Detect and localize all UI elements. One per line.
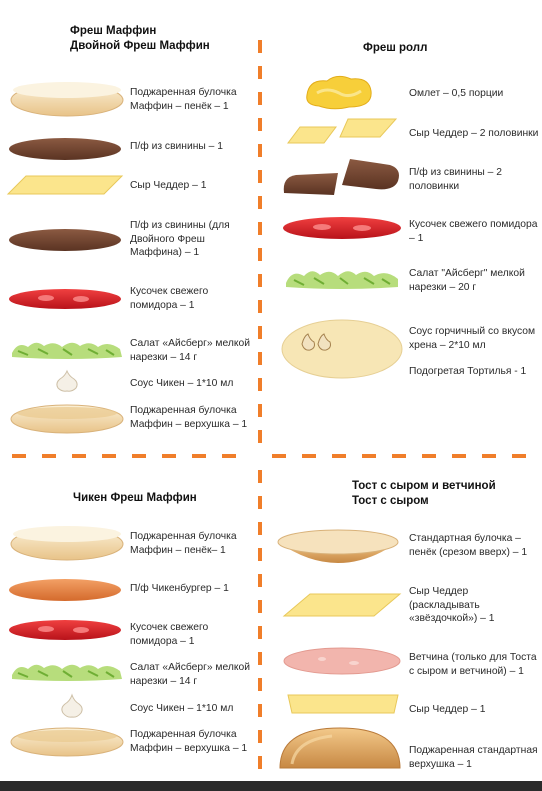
section-title: Фреш ролл xyxy=(363,42,428,54)
ingredient-label: Соус Чикен – 1*10 мл xyxy=(130,703,234,714)
ingredient-label: Салат "Айсберг" мелкой нарезки – 20 г xyxy=(409,268,525,293)
pork-patty-icon xyxy=(9,138,121,160)
section-subtitle: Двойной Фреш Маффин xyxy=(70,40,210,52)
lettuce-icon xyxy=(12,664,122,681)
tortilla-with-sauce-icon xyxy=(281,319,403,379)
ingredient-label: Салат «Айсберг» мелкой нарезки – 14 г xyxy=(130,662,251,687)
cheddar-halves-icon xyxy=(287,118,398,144)
section-title: Чикен Фреш Маффин xyxy=(73,492,197,504)
ingredient-label: Кусочек свежего помидора – 1 xyxy=(130,622,209,647)
ingredient-label: Стандартная булочка – пенёк (срезом ввер… xyxy=(409,533,528,558)
ingredient-label: П/ф Чикенбургер – 1 xyxy=(130,583,229,594)
lettuce-icon xyxy=(286,271,398,289)
sauce-dollop-icon xyxy=(61,693,83,718)
bun-crown-icon xyxy=(279,727,401,769)
ingredient-label: П/ф из свинины – 2 половинки xyxy=(409,167,502,192)
chicken-patty-icon xyxy=(9,579,121,601)
cheddar-diamond-icon xyxy=(282,593,402,617)
ingredient-label: Ветчина (только для Тоста с сыром и ветч… xyxy=(409,652,537,677)
muffin-bottom-icon xyxy=(10,526,124,561)
muffin-top-icon xyxy=(10,727,124,757)
ingredient-label: Поджаренная булочка Маффин – пенёк – 1 xyxy=(130,87,237,112)
bun-heel-up-icon xyxy=(277,529,399,563)
ingredient-label: Кусочек свежего помидора – 1 xyxy=(409,219,538,244)
ingredient-label: Соус Чикен – 1*10 мл xyxy=(130,378,234,389)
tomato-slice-icon xyxy=(9,289,121,309)
ingredient-label: Омлет – 0,5 порции xyxy=(409,88,504,99)
ingredient-label: Сыр Чеддер – 1 xyxy=(409,704,486,715)
sauce-dollop-icon xyxy=(56,369,78,392)
ingredient-label: Поджаренная булочка Маффин – верхушка – … xyxy=(130,405,248,430)
ingredient-label: Соус горчичный со вкусом хрена – 2*10 мл xyxy=(409,326,536,351)
vertical-divider xyxy=(258,40,262,445)
muffin-top-icon xyxy=(10,404,124,434)
ingredient-label: Поджаренная булочка Маффин – верхушка – … xyxy=(130,729,248,754)
ingredient-label: Кусочек свежего помидора – 1 xyxy=(130,286,209,311)
ham-slice-icon xyxy=(283,647,401,675)
omelet-icon xyxy=(306,75,372,110)
ingredient-label: Поджаренная булочка Маффин – пенёк– 1 xyxy=(130,531,237,556)
horizontal-divider xyxy=(12,454,250,458)
ingredient-label: Салат «Айсберг» мелкой нарезки – 14 г xyxy=(130,338,251,363)
tomato-slice-icon xyxy=(283,217,401,239)
section-title: Фреш Маффин xyxy=(70,25,157,37)
bottom-bar xyxy=(0,781,542,791)
pork-halves-icon xyxy=(283,159,399,195)
section-subtitle: Тост с сыром xyxy=(352,495,429,507)
lettuce-icon xyxy=(12,342,122,359)
cheddar-slice-icon xyxy=(6,175,124,195)
ingredient-label: Сыр Чеддер (раскладывать «звёздочкой») –… xyxy=(409,586,495,624)
cheddar-slice-icon xyxy=(287,694,399,714)
ingredient-label: Сыр Чеддер – 2 половинки xyxy=(409,128,539,139)
pork-patty-icon xyxy=(9,229,121,251)
ingredient-label: Поджаренная стандартная верхушка – 1 xyxy=(409,745,538,770)
ingredient-label: Подогретая Тортилья - 1 xyxy=(409,366,527,377)
ingredient-label: П/ф из свинины (для Двойного Фреш Маффин… xyxy=(130,220,230,258)
horizontal-divider xyxy=(272,454,527,458)
tomato-slice-icon xyxy=(9,620,121,640)
section-title: Тост с сыром и ветчиной xyxy=(352,480,496,492)
ingredient-label: П/ф из свинины – 1 xyxy=(130,141,223,152)
muffin-bottom-icon xyxy=(10,82,124,117)
vertical-divider xyxy=(258,470,262,770)
ingredient-label: Сыр Чеддер – 1 xyxy=(130,180,207,191)
